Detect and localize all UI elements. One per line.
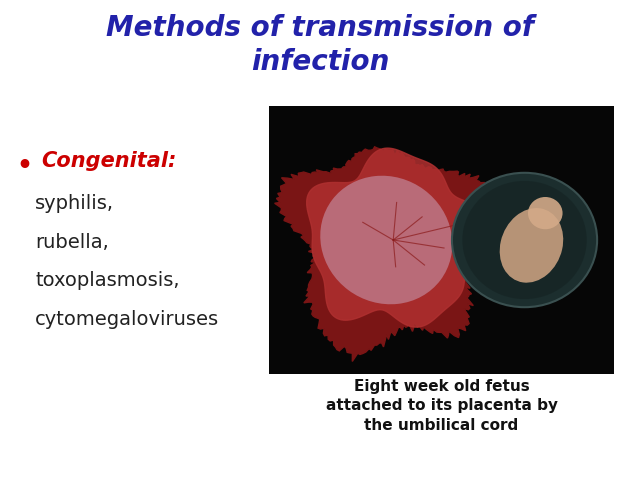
- Ellipse shape: [528, 197, 563, 229]
- Ellipse shape: [452, 173, 597, 307]
- FancyBboxPatch shape: [269, 106, 614, 374]
- Text: cytomegaloviruses: cytomegaloviruses: [35, 310, 220, 329]
- Polygon shape: [275, 147, 523, 361]
- Polygon shape: [307, 148, 490, 327]
- Text: •: •: [16, 154, 32, 178]
- Text: Eight week old fetus
attached to its placenta by
the umbilical cord: Eight week old fetus attached to its pla…: [326, 379, 557, 432]
- Text: Methods of transmission of
infection: Methods of transmission of infection: [106, 14, 534, 76]
- Ellipse shape: [500, 208, 563, 283]
- Ellipse shape: [320, 176, 452, 304]
- Ellipse shape: [462, 181, 587, 299]
- Text: rubella,: rubella,: [35, 233, 109, 252]
- Text: toxoplasmosis,: toxoplasmosis,: [35, 271, 180, 290]
- Text: Congenital:: Congenital:: [42, 151, 177, 171]
- Text: syphilis,: syphilis,: [35, 194, 114, 214]
